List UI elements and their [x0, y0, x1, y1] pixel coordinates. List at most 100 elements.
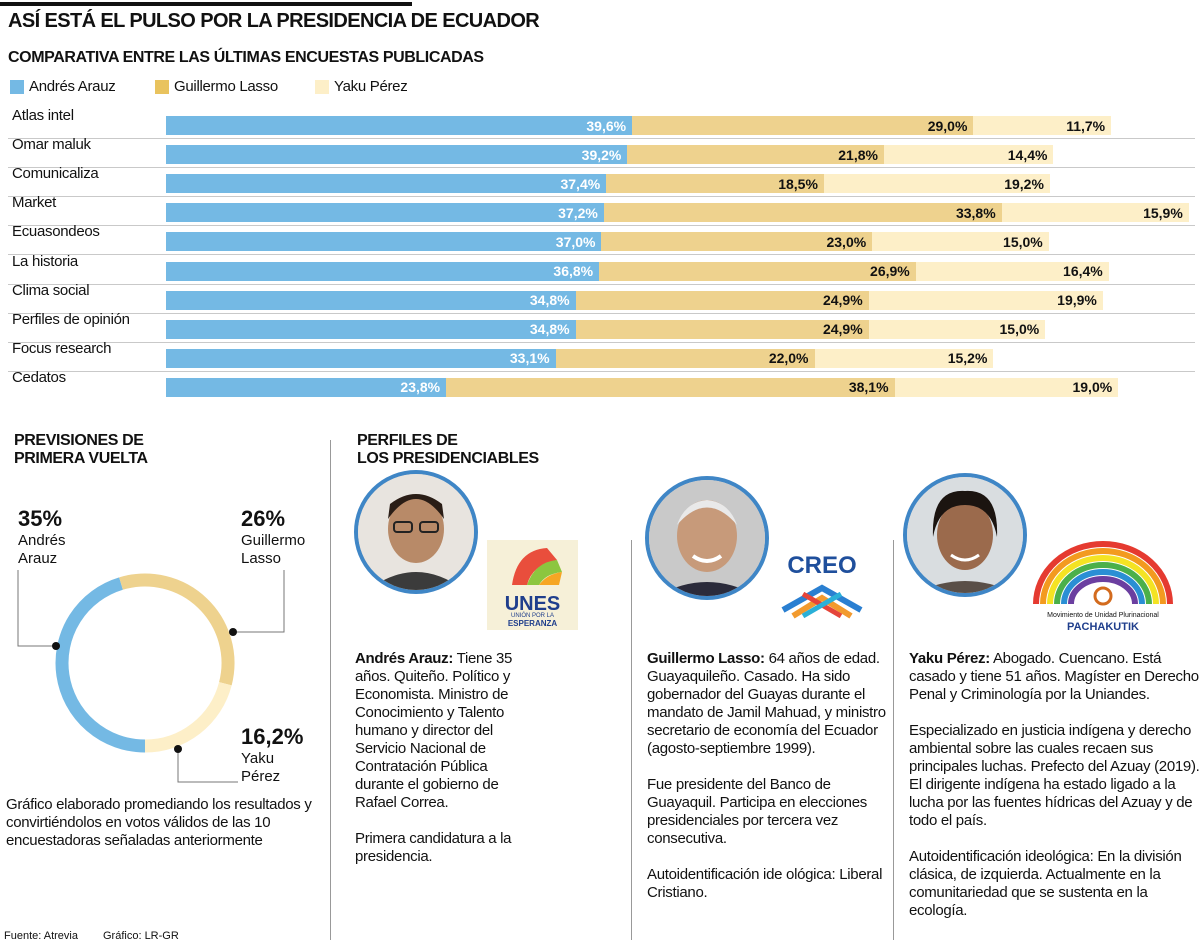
bio-arauz: Andrés Arauz: Tiene 35 años. Quiteño. Po… — [355, 650, 525, 884]
bar-value-label: 22,0% — [768, 350, 809, 367]
bar-value-label: 18,5% — [778, 175, 818, 192]
callout-line — [17, 570, 56, 647]
row-label: La historia — [12, 252, 78, 270]
callout-line — [177, 749, 238, 783]
bar-chart-title: COMPARATIVA ENTRE LAS ÚLTIMAS ENCUESTAS … — [8, 49, 484, 66]
bar-segment: 23,0% — [601, 232, 873, 252]
bar-value-label: 39,2% — [581, 146, 622, 163]
methodology-note: Gráfico elaborado promediando los result… — [6, 796, 312, 849]
bar-segment: 34,8% — [166, 319, 576, 339]
row-label: Comunicaliza — [12, 165, 99, 183]
row-separator — [8, 370, 1195, 372]
bio-name: Yaku Pérez: — [909, 650, 990, 667]
callout-dot — [229, 628, 237, 636]
row-label: Focus research — [12, 339, 112, 357]
bar-value-label: 19,0% — [1072, 379, 1113, 396]
source-credit: Fuente: Atrevia — [4, 930, 78, 942]
legend-swatch — [10, 79, 24, 94]
bar-value-label: 15,0% — [1003, 233, 1043, 250]
bio-text: Especializado en justicia indígena y der… — [909, 722, 1200, 829]
bar-segment: 24,9% — [575, 319, 869, 339]
donut-label-perez: 16,2% Yaku Pérez — [241, 724, 303, 786]
top-rule — [0, 2, 412, 6]
donut-label-arauz: 35% Andrés Arauz — [18, 506, 66, 568]
bar-value-label: 34,8% — [529, 321, 570, 338]
bar-segment: 36,8% — [166, 261, 600, 281]
bar-segment: 39,6% — [166, 116, 633, 135]
bar-segment: 23,8% — [166, 377, 447, 397]
bar-segment: 33,8% — [603, 203, 1002, 223]
row-separator — [8, 225, 1195, 227]
divider — [330, 440, 331, 940]
slice-value: 16,2% — [241, 724, 304, 749]
bar-value-label: 11,7% — [1066, 117, 1106, 134]
row-separator — [8, 167, 1195, 169]
bar-value-label: 29,0% — [927, 117, 968, 134]
bar-segment: 26,9% — [599, 261, 916, 281]
bar-segment: 11,7% — [973, 116, 1112, 135]
slice-name: Andrés — [18, 532, 66, 549]
photo-arauz — [354, 470, 478, 594]
bar-segment: 15,0% — [868, 319, 1046, 339]
bar-value-label: 19,9% — [1057, 292, 1097, 309]
slice-name: Lasso — [241, 550, 282, 567]
donut-title-text: PREVISIONES DE PRIMERA VUELTA — [14, 432, 148, 467]
row-separator — [8, 138, 1195, 139]
logo-text: PACHAKUTIK — [1067, 621, 1139, 633]
profiles-title: PERFILES DE LOS PRESIDENCIABLES — [357, 432, 539, 468]
bio-perez: Yaku Pérez: Abogado. Cuencano. Está casa… — [909, 650, 1200, 938]
bar-value-label: 14,4% — [1007, 146, 1048, 163]
bar-value-label: 33,1% — [509, 350, 550, 367]
bar-segment: 33,1% — [166, 348, 556, 368]
donut-slice — [119, 573, 235, 686]
bar-value-label: 15,2% — [947, 350, 988, 367]
bio-text: Abogado. Cuencano. Está casado y tiene 5… — [909, 650, 1199, 703]
page-title: ASÍ ESTÁ EL PULSO POR LA PRESIDENCIA DE … — [8, 10, 540, 32]
bar-segment: 15,9% — [1001, 203, 1189, 223]
bar-segment: 37,0% — [166, 232, 602, 252]
callout-line — [233, 570, 285, 633]
bio-lasso: Guillermo Lasso: 64 años de edad. Guayaq… — [647, 650, 887, 920]
legend-swatch — [315, 79, 329, 94]
bar-value-label: 37,2% — [558, 204, 598, 221]
bar-value-label: 15,9% — [1143, 204, 1183, 221]
bar-value-label: 38,1% — [848, 379, 889, 396]
slice-name: Pérez — [241, 768, 281, 785]
legend-swatch — [155, 79, 169, 94]
bar-value-label: 16,4% — [1063, 263, 1103, 279]
divider — [893, 540, 894, 940]
legend-arauz: Andrés Arauz — [10, 78, 116, 95]
callout-dot — [52, 642, 60, 650]
row-label: Atlas intel — [12, 107, 74, 124]
logo-pachakutik: Movimiento de Unidad Plurinacional PACHA… — [1028, 540, 1178, 636]
logo-text: CREO — [787, 552, 857, 579]
donut-label-lasso: 26% Guillermo Lasso — [241, 506, 305, 568]
bar-value-label: 24,9% — [822, 321, 863, 338]
bio-text: Primera candidatura a la presidencia. — [355, 830, 512, 865]
bar-value-label: 23,8% — [400, 379, 441, 396]
bar-value-label: 37,0% — [555, 233, 596, 250]
logo-text: Movimiento de Unidad Plurinacional — [1047, 612, 1159, 619]
row-separator — [8, 283, 1195, 285]
bar-segment: 18,5% — [606, 174, 824, 194]
bar-value-label: 36,8% — [553, 263, 594, 279]
bar-segment: 15,2% — [814, 348, 994, 368]
bar-value-label: 24,9% — [822, 292, 863, 309]
donut-slice — [55, 577, 146, 753]
bar-value-label: 23,0% — [826, 233, 867, 250]
bio-name: Guillermo Lasso: — [647, 650, 765, 667]
bar-segment: 16,4% — [915, 261, 1109, 281]
bio-text: 64 años de edad. Guayaquileño. Casado. H… — [647, 650, 886, 757]
bar-segment: 21,8% — [627, 145, 884, 165]
bar-value-label: 33,8% — [955, 204, 996, 221]
row-label: Cedatos — [12, 368, 66, 386]
logo-text: UNES — [504, 593, 561, 615]
slice-name: Yaku — [241, 750, 275, 767]
bar-segment: 38,1% — [446, 377, 895, 397]
bar-segment: 19,9% — [868, 290, 1103, 310]
bar-value-label: 34,8% — [529, 292, 570, 309]
bar-segment: 22,0% — [555, 348, 815, 368]
row-separator — [8, 341, 1195, 343]
bio-text: Tiene 35 años. Quiteño. Político y Econo… — [355, 650, 513, 811]
bar-value-label: 26,9% — [870, 263, 910, 279]
